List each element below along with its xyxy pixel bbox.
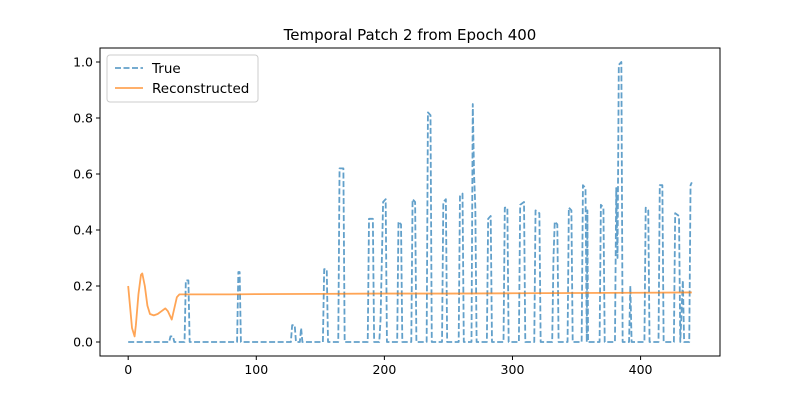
legend-label-reconstructed: Reconstructed xyxy=(152,81,249,97)
legend: True Reconstructed xyxy=(106,54,259,103)
y-tick-label: 0.6 xyxy=(73,167,93,182)
legend-box xyxy=(106,54,259,103)
y-tick-label: 1.0 xyxy=(73,55,93,70)
y-tick-label: 0.4 xyxy=(73,223,93,238)
x-tick-label: 300 xyxy=(501,362,525,377)
x-tick-label: 100 xyxy=(244,362,268,377)
series-line-true xyxy=(128,61,693,343)
y-tick-label: 0.8 xyxy=(73,111,93,126)
y-tick-label: 0.2 xyxy=(73,279,93,294)
x-tick-label: 200 xyxy=(372,362,396,377)
x-tick-label: 0 xyxy=(124,362,132,377)
chart-title: Temporal Patch 2 from Epoch 400 xyxy=(283,26,537,44)
axes-frame xyxy=(99,47,721,357)
legend-label-true: True xyxy=(151,61,181,77)
x-tick-label: 400 xyxy=(629,362,653,377)
series-line-reconstructed xyxy=(127,272,692,338)
plot-area: 0 100 200 300 400 0.0 0.2 0.4 0.6 0.8 1.0 xyxy=(73,47,721,377)
y-tick-label: 0.0 xyxy=(73,335,93,350)
